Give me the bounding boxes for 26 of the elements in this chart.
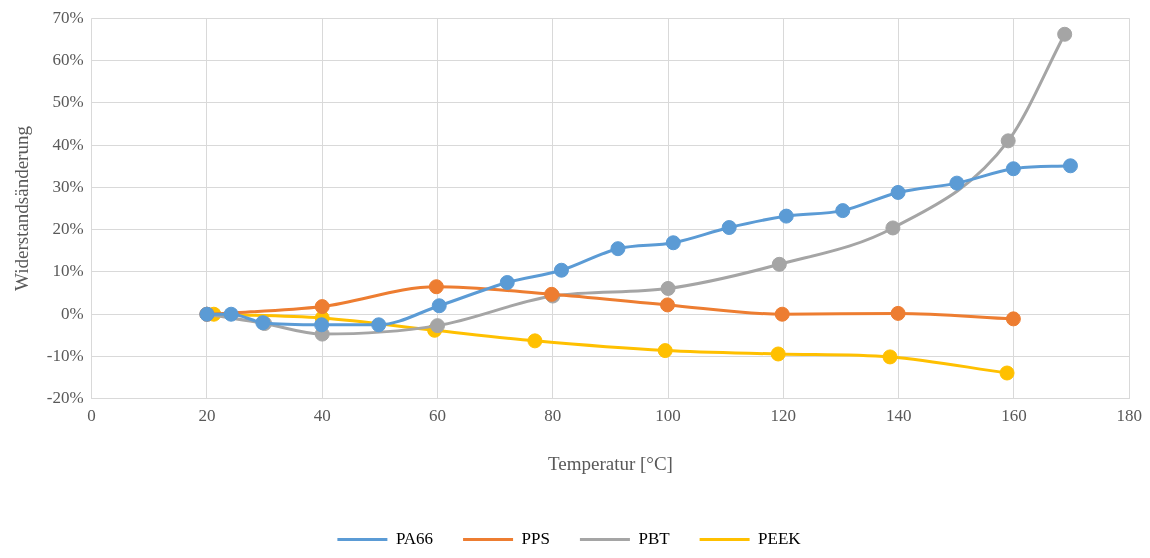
x-tick-label: 100 bbox=[655, 406, 681, 426]
legend-label: PPS bbox=[521, 528, 550, 548]
y-tick-label: 70% bbox=[52, 7, 84, 27]
x-tick-label: 140 bbox=[885, 406, 912, 426]
y-tick-label: 40% bbox=[52, 134, 84, 154]
x-tick-label: 160 bbox=[1001, 406, 1027, 426]
y-tick-label: 20% bbox=[52, 219, 84, 239]
legend-label: PA66 bbox=[395, 528, 434, 548]
x-tick-label: 60 bbox=[429, 406, 446, 426]
legend-label: PEEK bbox=[758, 528, 802, 548]
y-tick-label: 60% bbox=[52, 49, 84, 69]
x-tick-label: 180 bbox=[1116, 406, 1142, 426]
legend-label: PBT bbox=[638, 528, 671, 548]
y-tick-label: 50% bbox=[52, 92, 84, 112]
y-tick-label: 10% bbox=[52, 261, 84, 281]
x-tick-label: 20 bbox=[198, 406, 216, 426]
x-tick-label: 120 bbox=[770, 406, 797, 426]
y-tick-label: -20% bbox=[46, 388, 84, 408]
x-tick-label: 40 bbox=[313, 406, 331, 426]
y-tick-label: -10% bbox=[46, 345, 84, 365]
y-tick-label: 30% bbox=[52, 176, 84, 196]
x-tick-label: 0 bbox=[87, 406, 96, 426]
y-tick-label: 0% bbox=[60, 303, 84, 323]
x-axis-title: Temperatur [°C] bbox=[547, 452, 673, 474]
y-axis-title: Widerstandsänderung bbox=[11, 125, 33, 291]
x-tick-label: 80 bbox=[544, 406, 562, 426]
